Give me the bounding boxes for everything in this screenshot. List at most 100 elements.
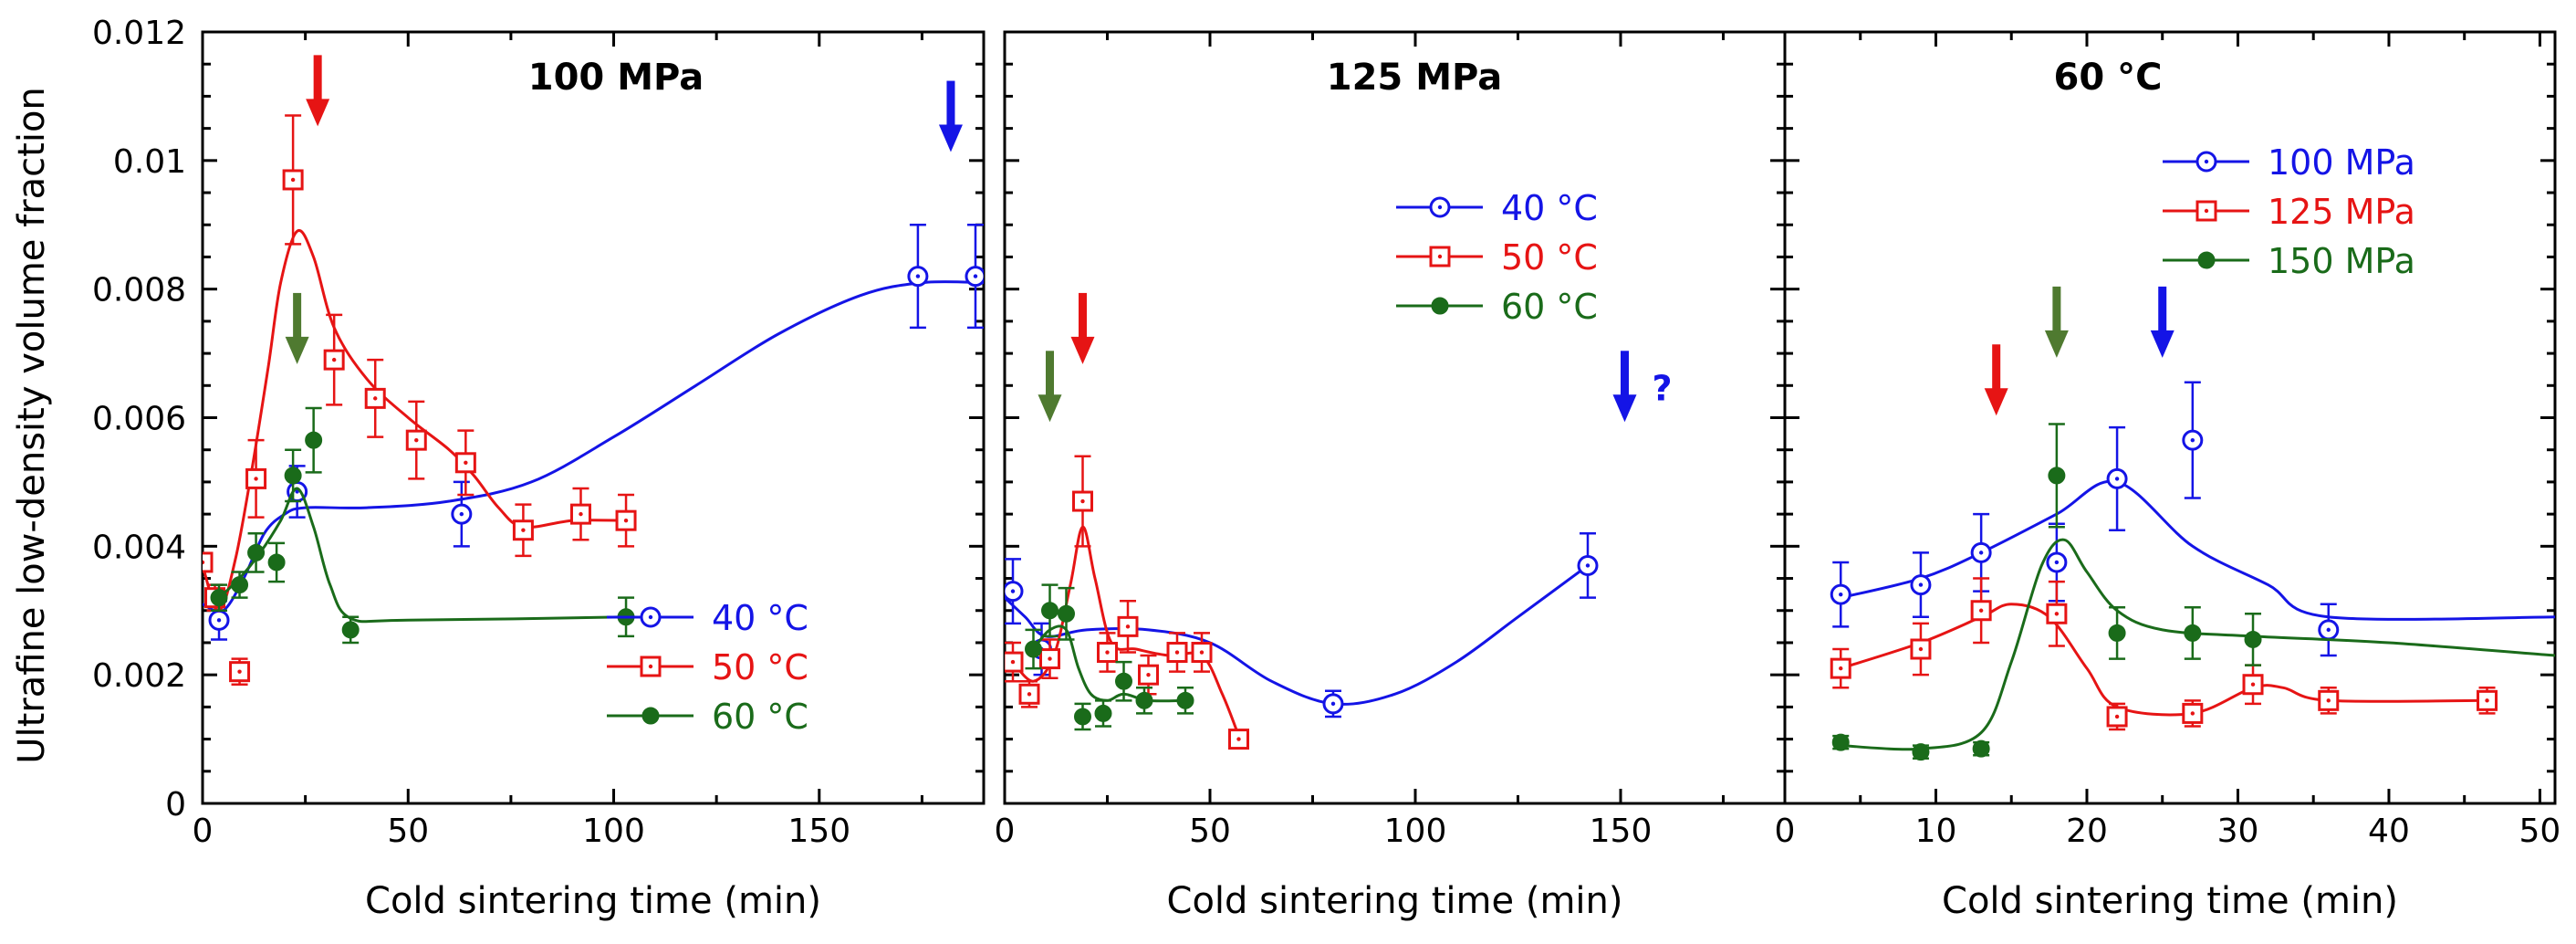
- data-point-dot: [623, 518, 629, 523]
- legend-marker: [2197, 251, 2216, 269]
- arrow-head: [1612, 394, 1637, 423]
- data-point-dot: [1978, 608, 1984, 613]
- y-tick-label: 0.006: [92, 401, 186, 438]
- data-point-dot: [1010, 589, 1016, 593]
- panel-2: 0 50 100 150 Cold sintering time (min) 125 MP…: [995, 30, 1787, 922]
- arrow-shaft: [2052, 286, 2061, 334]
- data-point-dot: [2054, 612, 2060, 616]
- data-point-dot: [2054, 560, 2060, 565]
- data-point: [284, 467, 302, 485]
- data-point: [1912, 743, 1930, 761]
- annotation-arrow: [2044, 286, 2069, 358]
- x-axis-label: Cold sintering time (min): [1167, 880, 1623, 922]
- trend-line: [203, 228, 627, 613]
- data-point-dot: [1918, 582, 1924, 587]
- series-2: [1005, 455, 1249, 750]
- series-2: [1830, 577, 2498, 731]
- annotation-arrow: [938, 80, 963, 152]
- data-point: [1972, 739, 1990, 758]
- data-point: [2108, 624, 2126, 642]
- arrow-shaft: [1621, 351, 1629, 399]
- legend-label: 50 °C: [712, 647, 808, 687]
- data-point: [1135, 691, 1153, 709]
- legend-marker-dot: [648, 664, 653, 669]
- plot-area: [1830, 381, 2555, 761]
- data-point-dot: [2326, 698, 2331, 703]
- data-point: [2048, 467, 2066, 485]
- data-point-dot: [521, 528, 526, 532]
- data-point: [1115, 672, 1132, 690]
- data-point-dot: [1105, 650, 1110, 655]
- data-point-dot: [2326, 627, 2331, 633]
- arrow-shaft: [2158, 286, 2167, 334]
- arrow-head: [285, 336, 309, 364]
- data-point: [1025, 640, 1042, 658]
- arrow-shaft: [1079, 292, 1087, 341]
- x-tick-label: 0: [193, 813, 214, 850]
- data-point-dot: [373, 396, 378, 401]
- legend-marker-dot: [2204, 208, 2209, 214]
- annotation-text: ?: [1653, 368, 1673, 408]
- data-point-dot: [1330, 701, 1336, 707]
- arrow-shaft: [1046, 351, 1054, 399]
- data-point-dot: [203, 560, 205, 565]
- x-tick-label: 100: [1384, 813, 1447, 850]
- data-point-dot: [1048, 656, 1052, 661]
- data-point: [231, 576, 249, 594]
- data-point-dot: [1125, 624, 1131, 629]
- trend-line: [1841, 538, 2555, 751]
- series-1: [203, 224, 984, 641]
- data-point-dot: [1027, 692, 1032, 697]
- arrow-head: [306, 99, 330, 127]
- data-point: [203, 551, 214, 573]
- x-tick-label: 0: [1775, 813, 1796, 850]
- arrow-shaft: [1992, 344, 2001, 393]
- x-tick-label: 100: [582, 813, 645, 850]
- data-point-dot: [331, 357, 337, 362]
- series-2: [203, 114, 637, 686]
- data-point-dot: [973, 274, 978, 278]
- data-point: [1074, 708, 1091, 726]
- legend-label: 100 MPa: [2268, 142, 2415, 183]
- legend-label: 125 MPa: [2268, 192, 2415, 232]
- data-point: [1041, 602, 1059, 620]
- legend-label: 60 °C: [1501, 287, 1598, 327]
- data-point-dot: [216, 618, 222, 623]
- legend-entry: 60 °C: [607, 697, 808, 737]
- plot-area: [1005, 455, 1599, 750]
- x-axis-label: Cold sintering time (min): [365, 880, 821, 922]
- plot-area: [203, 114, 984, 686]
- x-axis-label: Cold sintering time (min): [1942, 880, 2398, 922]
- panel-title: 100 MPa: [528, 57, 704, 99]
- data-point-dot: [464, 460, 468, 465]
- legend-label: 150 MPa: [2268, 241, 2415, 281]
- panel-title: 125 MPa: [1327, 57, 1502, 99]
- y-tick-label: 0: [165, 786, 186, 823]
- trend-line: [1005, 564, 1589, 706]
- x-tick-label: 150: [1590, 813, 1653, 850]
- x-tick-label: 50: [2519, 813, 2561, 850]
- arrow-head: [2044, 330, 2069, 358]
- data-point-dot: [2114, 477, 2120, 481]
- arrow-head: [938, 124, 963, 152]
- x-tick-label: 40: [2368, 813, 2410, 850]
- legend-entry: 40 °C: [1396, 188, 1598, 228]
- data-point: [305, 431, 323, 449]
- x-tick-label: 30: [2217, 813, 2259, 850]
- panel-3: 0 10 20 30 40 50 Cold sintering time (min) 60 °…: [1775, 30, 2561, 922]
- legend-entry: 50 °C: [1396, 237, 1598, 278]
- data-point-dot: [2190, 711, 2195, 716]
- annotation-arrow: ?: [1612, 351, 1673, 423]
- legend-entry: 50 °C: [607, 647, 808, 687]
- arrow-shaft: [313, 55, 322, 103]
- arrow-shaft: [946, 80, 955, 129]
- data-point-dot: [1585, 563, 1590, 568]
- data-point-dot: [290, 177, 296, 183]
- series-3: [1831, 423, 2555, 761]
- data-point-dot: [1236, 737, 1241, 741]
- data-point-dot: [237, 669, 242, 674]
- data-point: [1058, 604, 1075, 623]
- data-point-dot: [1839, 666, 1843, 671]
- data-point: [1831, 733, 1850, 751]
- data-point-dot: [2114, 714, 2120, 719]
